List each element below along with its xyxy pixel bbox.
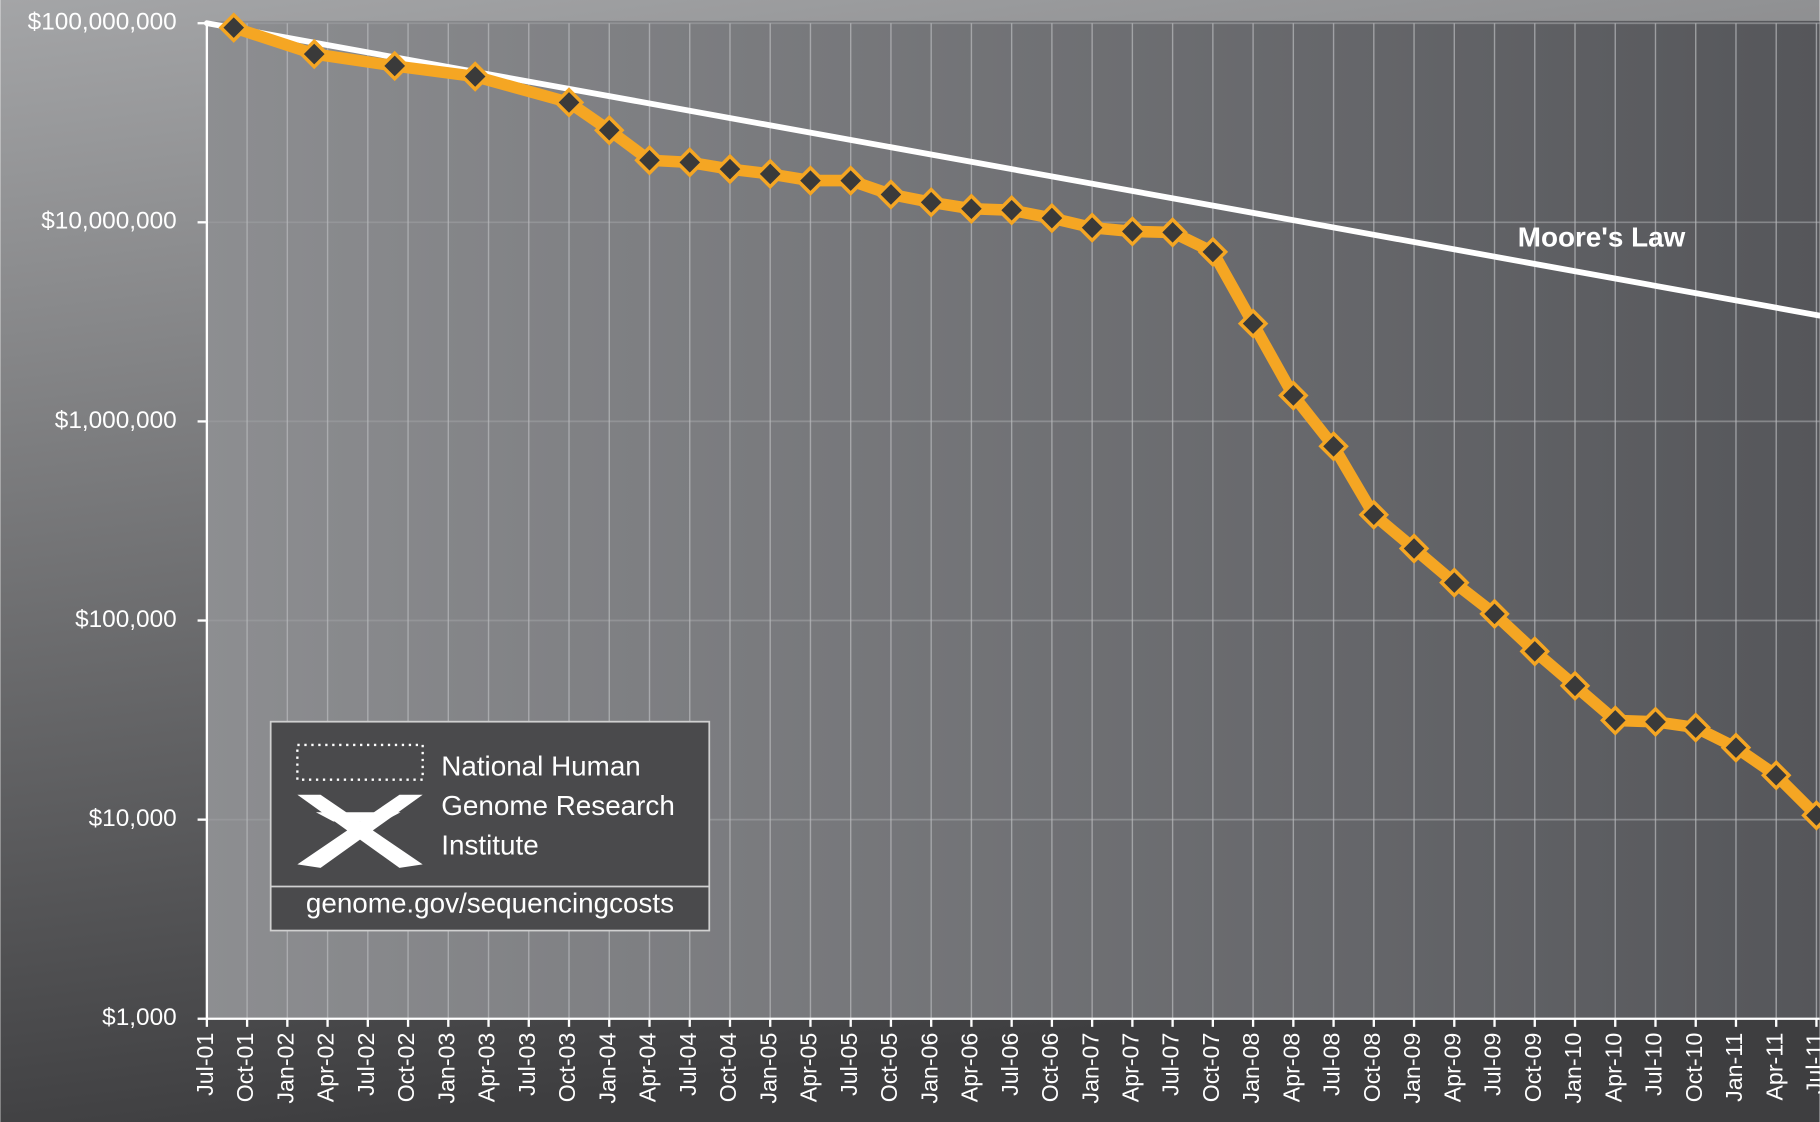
x-tick-label: Jan-02 xyxy=(272,1033,298,1104)
x-tick-label: Oct-04 xyxy=(715,1033,741,1103)
data-point xyxy=(1197,236,1229,268)
data-point xyxy=(1076,212,1108,243)
y-tick-label: $1,000 xyxy=(102,1004,177,1031)
data-point xyxy=(379,50,410,82)
logo-text: Institute xyxy=(441,829,538,860)
data-point xyxy=(1720,732,1752,763)
data-point xyxy=(1439,567,1470,598)
x-tick-label: Jan-11 xyxy=(1721,1033,1747,1102)
logo-box: National Human Genome Research Institute… xyxy=(269,720,711,932)
data-point xyxy=(835,165,866,196)
x-tick-label: Apr-02 xyxy=(313,1033,339,1103)
x-tick-label: Oct-07 xyxy=(1198,1033,1224,1103)
x-tick-label: Oct-08 xyxy=(1359,1033,1385,1103)
x-tick-label: Apr-09 xyxy=(1439,1033,1465,1103)
data-point xyxy=(714,153,746,185)
logo-text: National Human xyxy=(441,750,641,781)
x-tick-label: Oct-02 xyxy=(393,1033,419,1103)
x-tick-label: Jan-10 xyxy=(1560,1033,1586,1104)
y-tick-label: $10,000,000 xyxy=(41,208,176,235)
x-tick-label: Apr-10 xyxy=(1600,1033,1626,1103)
x-tick-label: Oct-05 xyxy=(876,1033,902,1103)
x-tick-label: Apr-05 xyxy=(796,1033,822,1103)
x-tick-label: Jul-03 xyxy=(514,1033,540,1096)
x-tick-label: Jul-04 xyxy=(675,1033,701,1096)
data-point xyxy=(1318,431,1349,462)
x-tick-label: Jul-10 xyxy=(1641,1033,1667,1096)
logo-text: Genome Research xyxy=(441,790,675,821)
data-point xyxy=(1358,499,1390,530)
x-tick-label: Apr-11 xyxy=(1761,1033,1787,1101)
y-tick-label: $1,000,000 xyxy=(55,407,177,434)
x-tick-label: Oct-06 xyxy=(1037,1033,1063,1103)
x-tick-label: Jul-01 xyxy=(192,1033,218,1096)
x-tick-label: Jan-09 xyxy=(1399,1033,1425,1104)
x-tick-label: Jan-04 xyxy=(594,1033,620,1104)
x-tick-label: Apr-07 xyxy=(1117,1033,1143,1103)
data-point xyxy=(298,38,330,70)
data-point xyxy=(1519,636,1550,667)
data-point xyxy=(795,165,826,196)
x-tick-label: Jul-07 xyxy=(1158,1033,1184,1096)
x-tick-label: Jul-11 xyxy=(1802,1033,1820,1094)
x-tick-label: Oct-01 xyxy=(232,1033,258,1103)
x-tick-label: Apr-04 xyxy=(635,1033,661,1103)
data-point xyxy=(1559,670,1591,702)
data-point xyxy=(1801,800,1820,831)
x-tick-label: Jul-08 xyxy=(1319,1033,1345,1096)
x-tick-label: Apr-06 xyxy=(957,1033,983,1103)
data-point xyxy=(1479,598,1510,630)
data-point xyxy=(1680,712,1711,743)
lines xyxy=(203,12,1820,831)
data-point xyxy=(1398,533,1430,564)
data-point xyxy=(1237,308,1269,339)
data-point xyxy=(915,187,947,218)
data-point xyxy=(1157,217,1188,248)
moores-law-label: Moore's Law xyxy=(1518,221,1686,252)
data-point xyxy=(634,145,665,176)
x-tick-label: Jul-02 xyxy=(353,1033,379,1096)
logo-hatch xyxy=(296,743,424,781)
x-tick-label: Jul-09 xyxy=(1480,1033,1506,1096)
data-point xyxy=(1600,705,1631,736)
data-point xyxy=(218,12,249,43)
data-point xyxy=(1760,760,1792,791)
data-point xyxy=(875,179,907,210)
x-tick-label: Jul-06 xyxy=(997,1033,1023,1096)
y-tick-label: $100,000,000 xyxy=(28,9,177,36)
data-point xyxy=(459,61,491,92)
data-point xyxy=(553,87,585,118)
data-point xyxy=(754,158,786,190)
x-tick-label: Jan-08 xyxy=(1238,1033,1264,1104)
logo-icon xyxy=(296,743,424,868)
data-point xyxy=(1640,706,1671,738)
data-point xyxy=(996,195,1027,226)
x-tick-label: Oct-03 xyxy=(554,1033,580,1103)
y-tick-label: $10,000 xyxy=(89,805,177,832)
data-point xyxy=(1278,380,1309,411)
x-tick-label: Jan-05 xyxy=(755,1033,781,1104)
data-point xyxy=(674,147,705,178)
x-tick-label: Apr-08 xyxy=(1278,1033,1304,1103)
x-tick-label: Jan-06 xyxy=(916,1033,942,1104)
data-point xyxy=(1117,216,1148,247)
x-tick-label: Oct-10 xyxy=(1681,1033,1707,1103)
x-tick-label: Apr-03 xyxy=(474,1033,500,1103)
x-tick-label: Jan-03 xyxy=(433,1033,459,1104)
data-point xyxy=(594,115,625,146)
logo-url: genome.gov/sequencingcosts xyxy=(306,887,674,918)
logo-stroke xyxy=(315,812,401,822)
x-tick-label: Oct-09 xyxy=(1520,1033,1546,1103)
y-tick-label: $100,000 xyxy=(75,606,177,633)
x-tick-label: Jan-07 xyxy=(1077,1033,1103,1104)
x-tick-label: Jul-05 xyxy=(836,1033,862,1096)
data-point xyxy=(956,193,987,224)
data-point xyxy=(1036,202,1068,234)
